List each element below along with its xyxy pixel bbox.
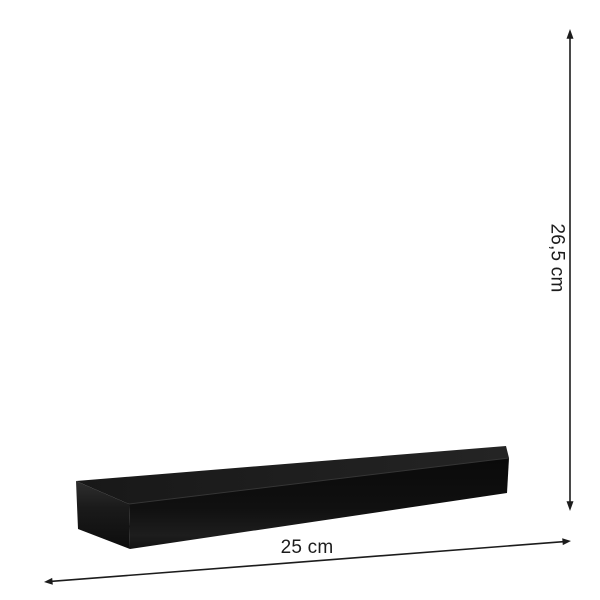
width-dimension: 25 cm [44, 537, 571, 585]
candle-bridge [76, 446, 510, 549]
base-left-face [76, 481, 130, 549]
base-front-edge-highlight [128, 457, 510, 505]
base-top-face [76, 446, 509, 504]
base-front-face [129, 458, 509, 549]
base [76, 446, 510, 549]
arrow-up-icon [566, 29, 574, 39]
arrow-right-icon [562, 538, 571, 546]
arrow-down-icon [566, 501, 574, 511]
width-label: 25 cm [281, 537, 334, 558]
height-dimension: 26,5 cm [547, 29, 574, 511]
arrow-left-icon [44, 577, 53, 585]
height-label: 26,5 cm [547, 224, 568, 293]
width-dimension-line [46, 540, 569, 583]
